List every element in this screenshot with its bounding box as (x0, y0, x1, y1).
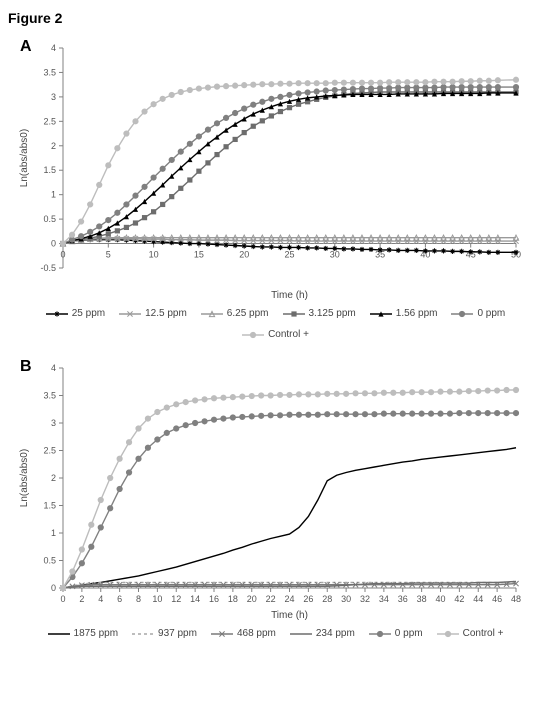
chart-a: -0.500.511.522.533.540510152025303540455… (8, 32, 528, 302)
legend-item: 1875 ppm (48, 628, 118, 639)
svg-text:1: 1 (51, 190, 56, 200)
svg-text:2: 2 (79, 594, 84, 604)
svg-text:5: 5 (106, 250, 111, 260)
svg-text:28: 28 (322, 594, 332, 604)
legend-item: 0 ppm (369, 628, 423, 639)
svg-text:Time (h): Time (h) (271, 290, 308, 301)
legend-item: 12.5 ppm (119, 308, 187, 319)
svg-text:0: 0 (60, 250, 65, 260)
svg-text:0.5: 0.5 (43, 556, 56, 566)
svg-text:20: 20 (239, 250, 249, 260)
svg-text:2.5: 2.5 (43, 116, 56, 126)
svg-text:42: 42 (454, 594, 464, 604)
svg-text:-0.5: -0.5 (40, 263, 56, 273)
svg-text:3.5: 3.5 (43, 67, 56, 77)
legend-item: 25 ppm (46, 308, 105, 319)
svg-text:3.5: 3.5 (43, 391, 56, 401)
legend-b: 1875 ppm 937 ppm 468 ppm 234 ppm 0 ppm Contro… (8, 628, 543, 639)
svg-text:Ln(abs/abs0): Ln(abs/abs0) (19, 129, 30, 187)
chart-b: 00.511.522.533.5402468101214161820222426… (8, 352, 528, 622)
svg-text:6: 6 (117, 594, 122, 604)
svg-text:16: 16 (209, 594, 219, 604)
panel-b: B 00.511.522.533.54024681012141618202224… (8, 352, 543, 622)
panel-b-label: B (20, 358, 32, 376)
svg-text:15: 15 (194, 250, 204, 260)
legend-item: 6.25 ppm (201, 308, 269, 319)
svg-text:25: 25 (284, 250, 294, 260)
svg-text:8: 8 (136, 594, 141, 604)
svg-text:2.5: 2.5 (43, 446, 56, 456)
svg-text:1: 1 (51, 528, 56, 538)
svg-text:22: 22 (266, 594, 276, 604)
svg-text:Time (h): Time (h) (271, 610, 308, 621)
svg-text:36: 36 (398, 594, 408, 604)
svg-text:0: 0 (51, 583, 56, 593)
legend-item: Control + (242, 329, 309, 340)
svg-text:10: 10 (152, 594, 162, 604)
svg-text:18: 18 (228, 594, 238, 604)
svg-text:44: 44 (473, 594, 483, 604)
svg-text:32: 32 (360, 594, 370, 604)
svg-text:1.5: 1.5 (43, 501, 56, 511)
panel-a: A -0.500.511.522.533.5405101520253035404… (8, 32, 543, 302)
legend-item: 1.56 ppm (370, 308, 438, 319)
panel-a-label: A (20, 38, 32, 56)
legend-item: 468 ppm (211, 628, 276, 639)
svg-text:Ln(abs/abs0): Ln(abs/abs0) (19, 449, 30, 507)
svg-text:34: 34 (379, 594, 389, 604)
svg-text:2: 2 (51, 141, 56, 151)
svg-text:38: 38 (417, 594, 427, 604)
svg-text:40: 40 (435, 594, 445, 604)
svg-text:48: 48 (511, 594, 521, 604)
svg-text:30: 30 (330, 250, 340, 260)
svg-text:24: 24 (284, 594, 294, 604)
svg-text:2: 2 (51, 473, 56, 483)
legend-item: 234 ppm (290, 628, 355, 639)
svg-text:46: 46 (492, 594, 502, 604)
svg-text:3: 3 (51, 418, 56, 428)
figure-title: Figure 2 (8, 10, 543, 26)
svg-text:4: 4 (98, 594, 103, 604)
svg-text:4: 4 (51, 363, 56, 373)
svg-text:4: 4 (51, 43, 56, 53)
legend-a: 25 ppm 12.5 ppm 6.25 ppm 3.125 ppm 1.56 ppm 0… (8, 308, 543, 340)
svg-text:12: 12 (171, 594, 181, 604)
svg-text:0.5: 0.5 (43, 214, 56, 224)
svg-text:3: 3 (51, 92, 56, 102)
legend-item: 0 ppm (451, 308, 505, 319)
svg-text:1.5: 1.5 (43, 165, 56, 175)
svg-text:20: 20 (247, 594, 257, 604)
svg-text:14: 14 (190, 594, 200, 604)
svg-text:0: 0 (60, 594, 65, 604)
svg-text:26: 26 (303, 594, 313, 604)
svg-text:10: 10 (149, 250, 159, 260)
svg-text:0: 0 (51, 239, 56, 249)
legend-item: 3.125 ppm (283, 308, 356, 319)
legend-item: 937 ppm (132, 628, 197, 639)
svg-text:30: 30 (341, 594, 351, 604)
legend-item: Control + (437, 628, 504, 639)
